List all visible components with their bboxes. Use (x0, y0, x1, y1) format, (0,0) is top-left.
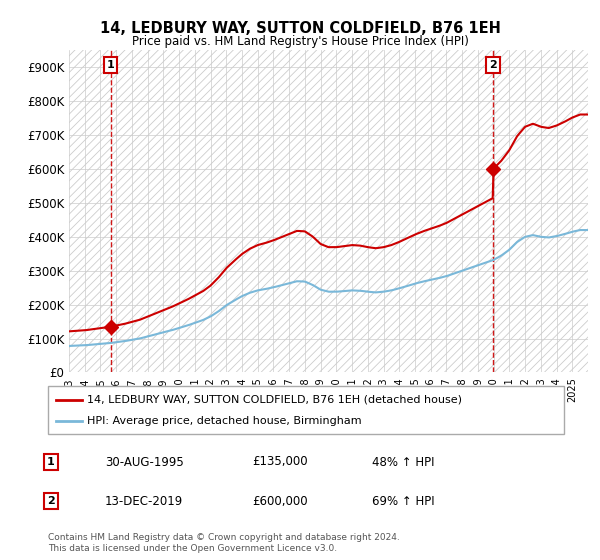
Text: 30-AUG-1995: 30-AUG-1995 (105, 455, 184, 469)
Text: 48% ↑ HPI: 48% ↑ HPI (372, 455, 434, 469)
Text: £600,000: £600,000 (252, 494, 308, 508)
Text: 2: 2 (489, 60, 497, 70)
Text: 2: 2 (47, 496, 55, 506)
Text: 13-DEC-2019: 13-DEC-2019 (105, 494, 183, 508)
Text: 1: 1 (47, 457, 55, 467)
Text: 14, LEDBURY WAY, SUTTON COLDFIELD, B76 1EH (detached house): 14, LEDBURY WAY, SUTTON COLDFIELD, B76 1… (86, 395, 462, 405)
Text: Price paid vs. HM Land Registry's House Price Index (HPI): Price paid vs. HM Land Registry's House … (131, 35, 469, 48)
Text: HPI: Average price, detached house, Birmingham: HPI: Average price, detached house, Birm… (86, 416, 361, 426)
Text: Contains HM Land Registry data © Crown copyright and database right 2024.
This d: Contains HM Land Registry data © Crown c… (48, 533, 400, 553)
Text: 14, LEDBURY WAY, SUTTON COLDFIELD, B76 1EH: 14, LEDBURY WAY, SUTTON COLDFIELD, B76 1… (100, 21, 500, 36)
Text: 1: 1 (107, 60, 115, 70)
Text: 69% ↑ HPI: 69% ↑ HPI (372, 494, 434, 508)
Text: £135,000: £135,000 (252, 455, 308, 469)
